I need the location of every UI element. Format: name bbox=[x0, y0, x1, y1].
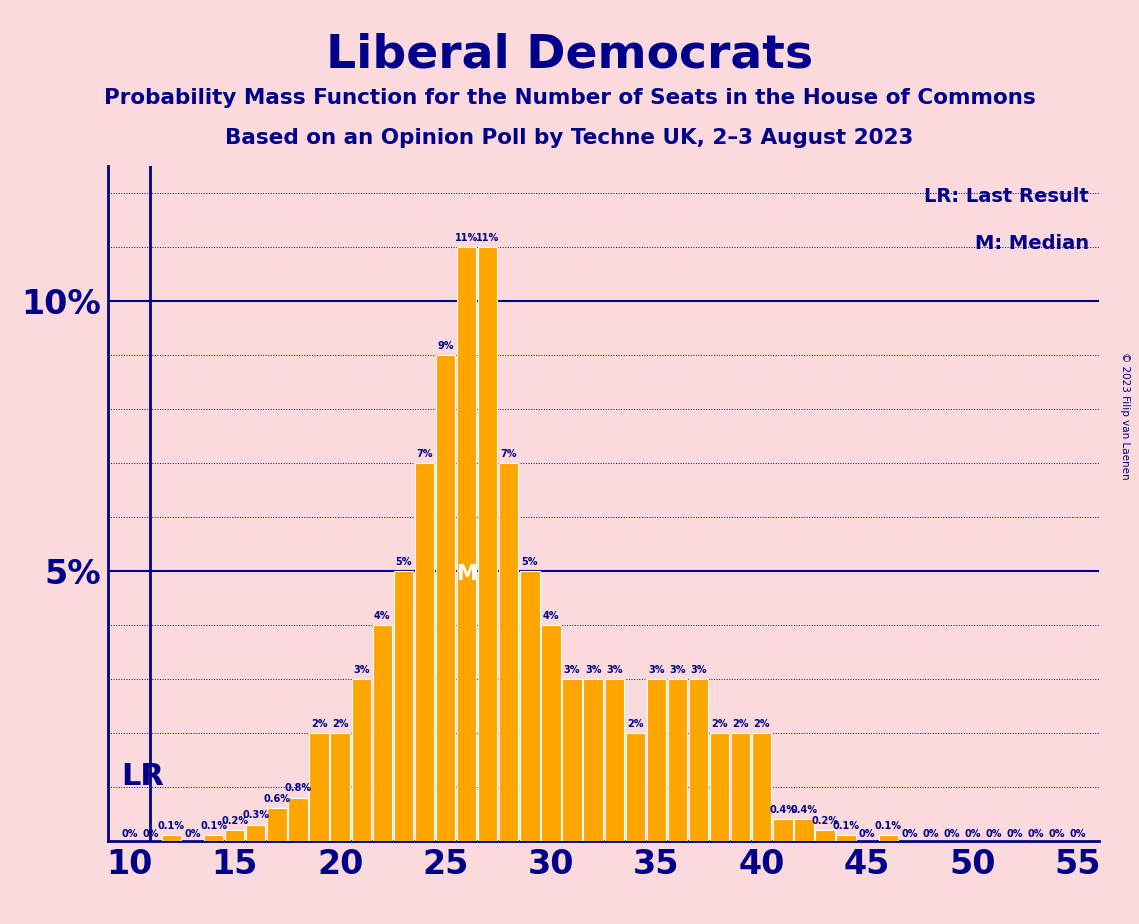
Text: 5%: 5% bbox=[395, 557, 411, 566]
Text: 4%: 4% bbox=[542, 611, 559, 621]
Bar bbox=[731, 733, 751, 841]
Text: 0%: 0% bbox=[1070, 829, 1087, 839]
Text: 4%: 4% bbox=[374, 611, 391, 621]
Bar bbox=[310, 733, 329, 841]
Text: 0.4%: 0.4% bbox=[769, 805, 796, 815]
Text: 2%: 2% bbox=[331, 719, 349, 729]
Bar bbox=[478, 248, 498, 841]
Bar bbox=[521, 571, 540, 841]
Text: 3%: 3% bbox=[606, 664, 622, 675]
Text: 0%: 0% bbox=[965, 829, 981, 839]
Bar bbox=[773, 820, 793, 841]
Text: Probability Mass Function for the Number of Seats in the House of Commons: Probability Mass Function for the Number… bbox=[104, 88, 1035, 108]
Bar bbox=[288, 797, 308, 841]
Bar bbox=[667, 679, 687, 841]
Text: 2%: 2% bbox=[754, 719, 770, 729]
Text: 0%: 0% bbox=[859, 829, 876, 839]
Text: 0%: 0% bbox=[923, 829, 939, 839]
Bar bbox=[541, 625, 560, 841]
Bar bbox=[794, 820, 813, 841]
Text: 0.2%: 0.2% bbox=[221, 816, 248, 826]
Bar bbox=[878, 835, 898, 841]
Text: 3%: 3% bbox=[670, 664, 686, 675]
Text: 2%: 2% bbox=[628, 719, 644, 729]
Bar bbox=[226, 830, 245, 841]
Text: 0%: 0% bbox=[1027, 829, 1044, 839]
Bar bbox=[352, 679, 371, 841]
Text: 0%: 0% bbox=[185, 829, 200, 839]
Text: 2%: 2% bbox=[311, 719, 327, 729]
Bar bbox=[647, 679, 666, 841]
Text: LR: Last Result: LR: Last Result bbox=[925, 187, 1089, 205]
Bar bbox=[457, 248, 476, 841]
Text: 0.1%: 0.1% bbox=[158, 821, 185, 831]
Text: 7%: 7% bbox=[500, 449, 517, 459]
Text: 0%: 0% bbox=[142, 829, 158, 839]
Bar bbox=[372, 625, 392, 841]
Text: 0%: 0% bbox=[1049, 829, 1065, 839]
Text: 3%: 3% bbox=[564, 664, 580, 675]
Bar bbox=[710, 733, 729, 841]
Bar bbox=[268, 808, 287, 841]
Text: 11%: 11% bbox=[454, 233, 478, 243]
Text: LR: LR bbox=[121, 761, 164, 791]
Text: Liberal Democrats: Liberal Democrats bbox=[326, 32, 813, 78]
Bar bbox=[499, 463, 518, 841]
Bar bbox=[330, 733, 350, 841]
Bar bbox=[204, 835, 223, 841]
Text: 3%: 3% bbox=[585, 664, 601, 675]
Bar bbox=[689, 679, 708, 841]
Bar bbox=[415, 463, 434, 841]
Bar bbox=[246, 824, 265, 841]
Text: 0%: 0% bbox=[901, 829, 918, 839]
Text: 7%: 7% bbox=[416, 449, 433, 459]
Text: 0%: 0% bbox=[121, 829, 138, 839]
Text: M: M bbox=[457, 564, 477, 584]
Bar bbox=[583, 679, 603, 841]
Text: 3%: 3% bbox=[353, 664, 369, 675]
Text: 0.1%: 0.1% bbox=[833, 821, 860, 831]
Text: 0%: 0% bbox=[943, 829, 960, 839]
Bar bbox=[816, 830, 835, 841]
Bar bbox=[162, 835, 181, 841]
Text: 0%: 0% bbox=[985, 829, 1002, 839]
Text: 0.4%: 0.4% bbox=[790, 805, 818, 815]
Text: 0.6%: 0.6% bbox=[263, 794, 290, 804]
Text: 3%: 3% bbox=[690, 664, 707, 675]
Text: Based on an Opinion Poll by Techne UK, 2–3 August 2023: Based on an Opinion Poll by Techne UK, 2… bbox=[226, 128, 913, 148]
Bar bbox=[563, 679, 582, 841]
Bar bbox=[625, 733, 645, 841]
Text: 2%: 2% bbox=[732, 719, 749, 729]
Text: 0.1%: 0.1% bbox=[875, 821, 902, 831]
Bar bbox=[394, 571, 413, 841]
Text: 5%: 5% bbox=[522, 557, 538, 566]
Text: M: Median: M: Median bbox=[975, 234, 1089, 253]
Text: 0.2%: 0.2% bbox=[812, 816, 838, 826]
Text: 0.1%: 0.1% bbox=[200, 821, 227, 831]
Bar bbox=[752, 733, 771, 841]
Text: © 2023 Filip van Laenen: © 2023 Filip van Laenen bbox=[1121, 352, 1130, 480]
Text: 0%: 0% bbox=[1007, 829, 1023, 839]
Bar bbox=[436, 355, 456, 841]
Text: 0.8%: 0.8% bbox=[285, 784, 312, 794]
Bar bbox=[605, 679, 624, 841]
Bar bbox=[836, 835, 855, 841]
Text: 9%: 9% bbox=[437, 341, 453, 351]
Text: 2%: 2% bbox=[712, 719, 728, 729]
Text: 0.3%: 0.3% bbox=[243, 810, 269, 821]
Text: 3%: 3% bbox=[648, 664, 665, 675]
Text: 11%: 11% bbox=[476, 233, 499, 243]
